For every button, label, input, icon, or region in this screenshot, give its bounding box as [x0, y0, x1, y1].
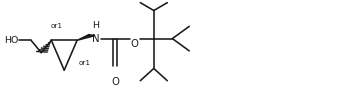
- Text: O: O: [130, 39, 138, 49]
- Text: HO: HO: [4, 36, 19, 45]
- Text: O: O: [111, 77, 119, 87]
- Text: or1: or1: [78, 60, 91, 66]
- Text: or1: or1: [51, 23, 63, 29]
- Polygon shape: [77, 34, 95, 40]
- Text: H: H: [92, 21, 99, 30]
- Text: N: N: [92, 34, 99, 44]
